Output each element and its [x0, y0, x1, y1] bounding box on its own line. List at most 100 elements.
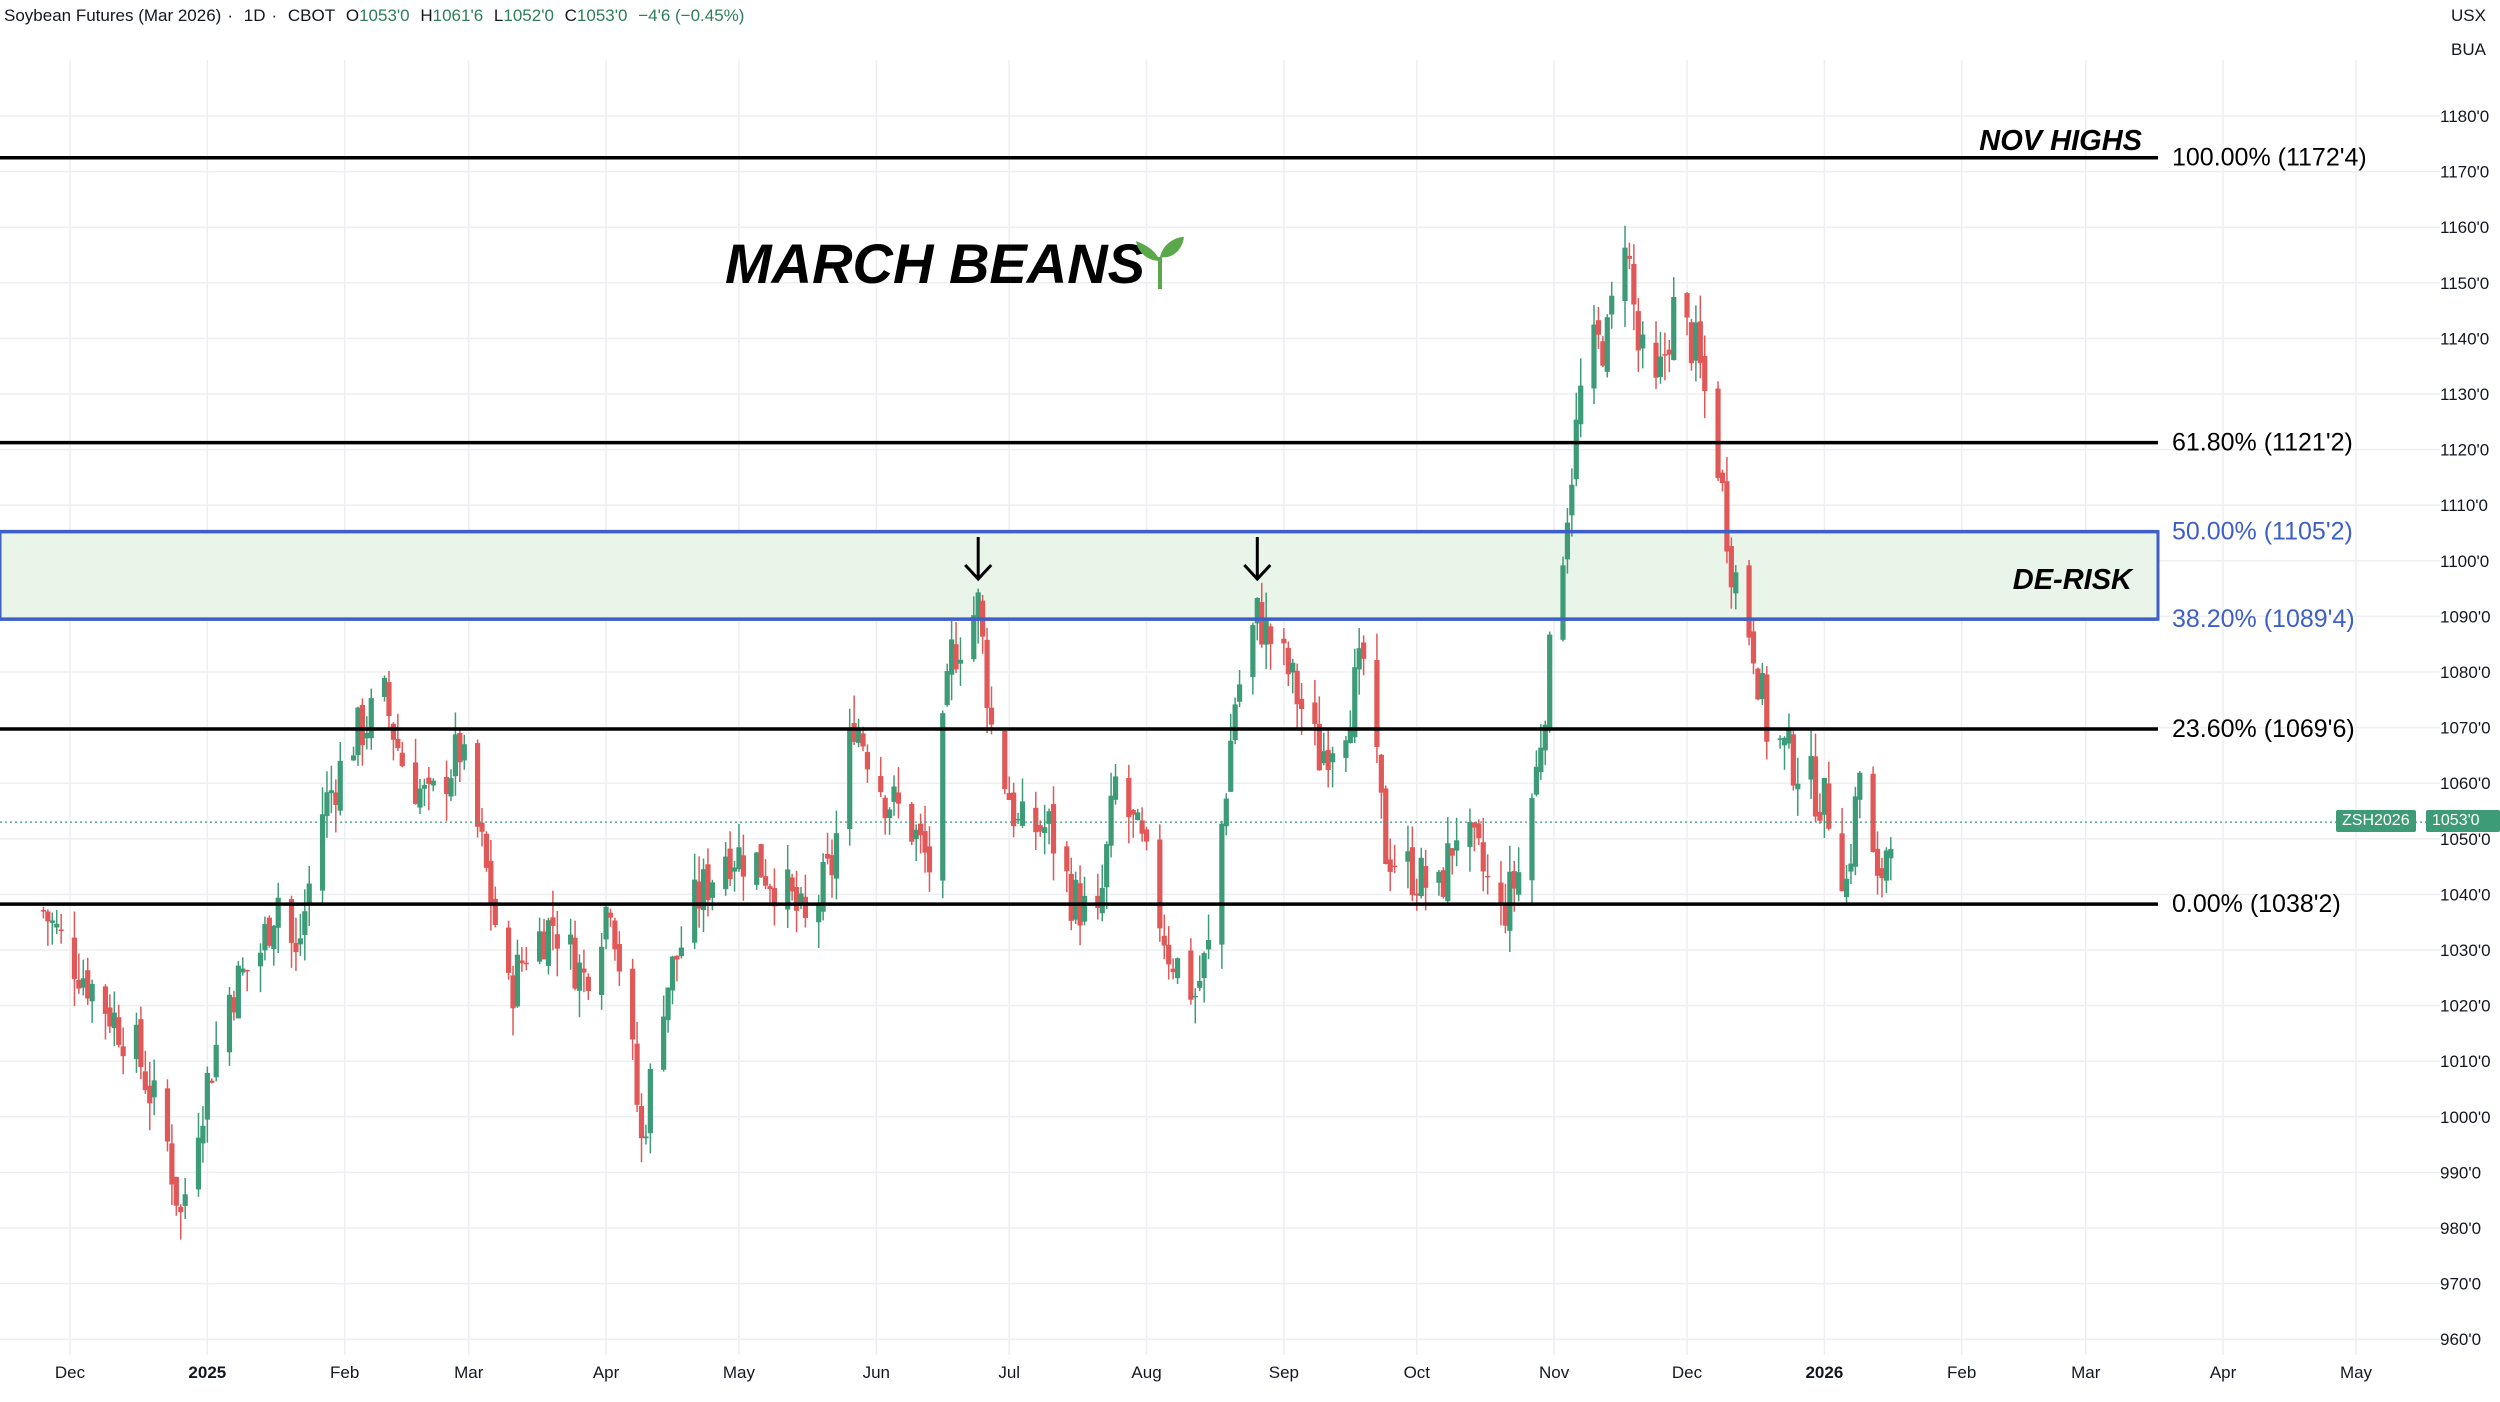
- candle-body: [421, 785, 428, 789]
- candle-body: [1108, 795, 1114, 846]
- price-tick-label: 1080'0: [2440, 663, 2491, 682]
- ticker-badge: ZSH2026: [2336, 810, 2416, 832]
- last-price-badge: 1053'0: [2426, 810, 2500, 832]
- candle-body: [1015, 818, 1021, 821]
- candle-body: [847, 727, 853, 830]
- candle-body: [1081, 895, 1088, 922]
- de-risk-label: DE-RISK: [2013, 564, 2134, 596]
- candle-body: [448, 778, 454, 797]
- candle-body: [855, 729, 862, 743]
- candle-body: [1068, 873, 1074, 921]
- candle-body: [1281, 638, 1287, 644]
- candle-body: [891, 786, 897, 802]
- candle-body: [297, 938, 303, 945]
- candle-body: [195, 1137, 202, 1190]
- price-tick-label: 1030'0: [2440, 941, 2491, 960]
- candle-body: [1542, 724, 1548, 751]
- candle-body: [669, 956, 676, 991]
- candle-body: [1786, 729, 1792, 744]
- candle-body: [798, 893, 804, 905]
- candle-body: [692, 879, 698, 943]
- unit-label[interactable]: BUA: [2451, 40, 2486, 59]
- candle-body: [54, 923, 60, 928]
- candle-body: [585, 976, 591, 991]
- candle-body: [80, 978, 86, 988]
- candle-body: [944, 671, 950, 706]
- candle-body: [1436, 871, 1442, 883]
- candle-body: [554, 934, 560, 949]
- candle-body: [643, 1136, 649, 1139]
- fib-label: 61.80% (1121'2): [2172, 429, 2353, 457]
- candle-body: [452, 734, 459, 777]
- price-tick-label: 1180'0: [2440, 107, 2489, 126]
- candle-body: [426, 777, 432, 784]
- candle-body: [1139, 820, 1145, 834]
- candle-body: [1609, 295, 1615, 315]
- candle-body: [1236, 684, 1243, 702]
- price-tick-label: 1070'0: [2440, 719, 2491, 738]
- price-tick-label: 1050'0: [2440, 830, 2491, 849]
- candle-body: [1409, 847, 1415, 895]
- candle-body: [1161, 935, 1167, 946]
- symbol-header[interactable]: Soybean Futures (Mar 2026) · 1D · CBOT O10…: [4, 6, 745, 25]
- candle-body: [1790, 734, 1796, 786]
- candle-body: [1166, 944, 1172, 965]
- candle-body: [541, 931, 547, 960]
- candle-body: [89, 983, 95, 1002]
- candle-body: [200, 1125, 206, 1144]
- candle-body: [430, 780, 436, 786]
- time-axis: Dec 2025 Feb Mar Apr May Jun Jul Aug Sep Oct Nov Dec…: [55, 1363, 2373, 1382]
- candle-body: [1228, 740, 1234, 792]
- candle-body: [1440, 870, 1446, 897]
- candle-body: [1635, 311, 1641, 351]
- candle-body: [860, 733, 866, 747]
- candle-body: [1232, 704, 1238, 741]
- candle-body: [1143, 829, 1150, 842]
- candle-body: [1502, 905, 1508, 926]
- candle-body: [111, 1012, 117, 1029]
- currency-label[interactable]: USX: [2451, 6, 2486, 25]
- candle-body: [607, 912, 614, 918]
- price-tick-label: 1060'0: [2440, 774, 2491, 793]
- candle-body: [1533, 766, 1540, 795]
- candle-body: [1254, 598, 1260, 624]
- candle-body: [71, 937, 78, 980]
- candle-body: [58, 929, 64, 931]
- candle-body: [634, 1043, 640, 1105]
- annotations: MARCH BEANS NOV HIGHS DE-RISK: [725, 125, 2143, 596]
- candle-body: [1755, 668, 1761, 700]
- price-tick-label: 960'0: [2440, 1330, 2481, 1349]
- candle-body: [1205, 940, 1212, 950]
- candle-body: [1795, 783, 1801, 790]
- candle-body: [1591, 324, 1597, 389]
- candle-body: [665, 987, 671, 1021]
- candle-body: [1374, 660, 1380, 747]
- candle-body: [142, 1071, 148, 1091]
- candle-body: [1604, 317, 1610, 372]
- candle-body: [45, 911, 51, 922]
- candle-body: [1392, 865, 1398, 868]
- candle-body: [1852, 796, 1858, 867]
- candle-body: [271, 925, 277, 949]
- candle-body: [913, 829, 919, 840]
- candle-body: [1414, 893, 1420, 896]
- candle-body: [1715, 388, 1721, 478]
- candle-body: [302, 911, 308, 936]
- interval-label: 1D: [243, 6, 266, 25]
- candle-body: [940, 713, 946, 881]
- candle-body: [1099, 887, 1105, 914]
- chart-grid: [0, 60, 2440, 1355]
- candle-body: [1812, 756, 1819, 817]
- candle-body: [1746, 565, 1752, 638]
- candle-body: [1764, 674, 1770, 742]
- candle-body: [1042, 827, 1048, 834]
- candle-body: [758, 844, 764, 878]
- candle-body: [953, 644, 959, 670]
- candle-body: [1064, 846, 1070, 872]
- candle-body: [1879, 868, 1885, 879]
- candle-body: [1201, 953, 1207, 978]
- time-tick-label: May: [723, 1363, 756, 1382]
- candle-body: [793, 887, 800, 911]
- candle-body: [319, 814, 326, 891]
